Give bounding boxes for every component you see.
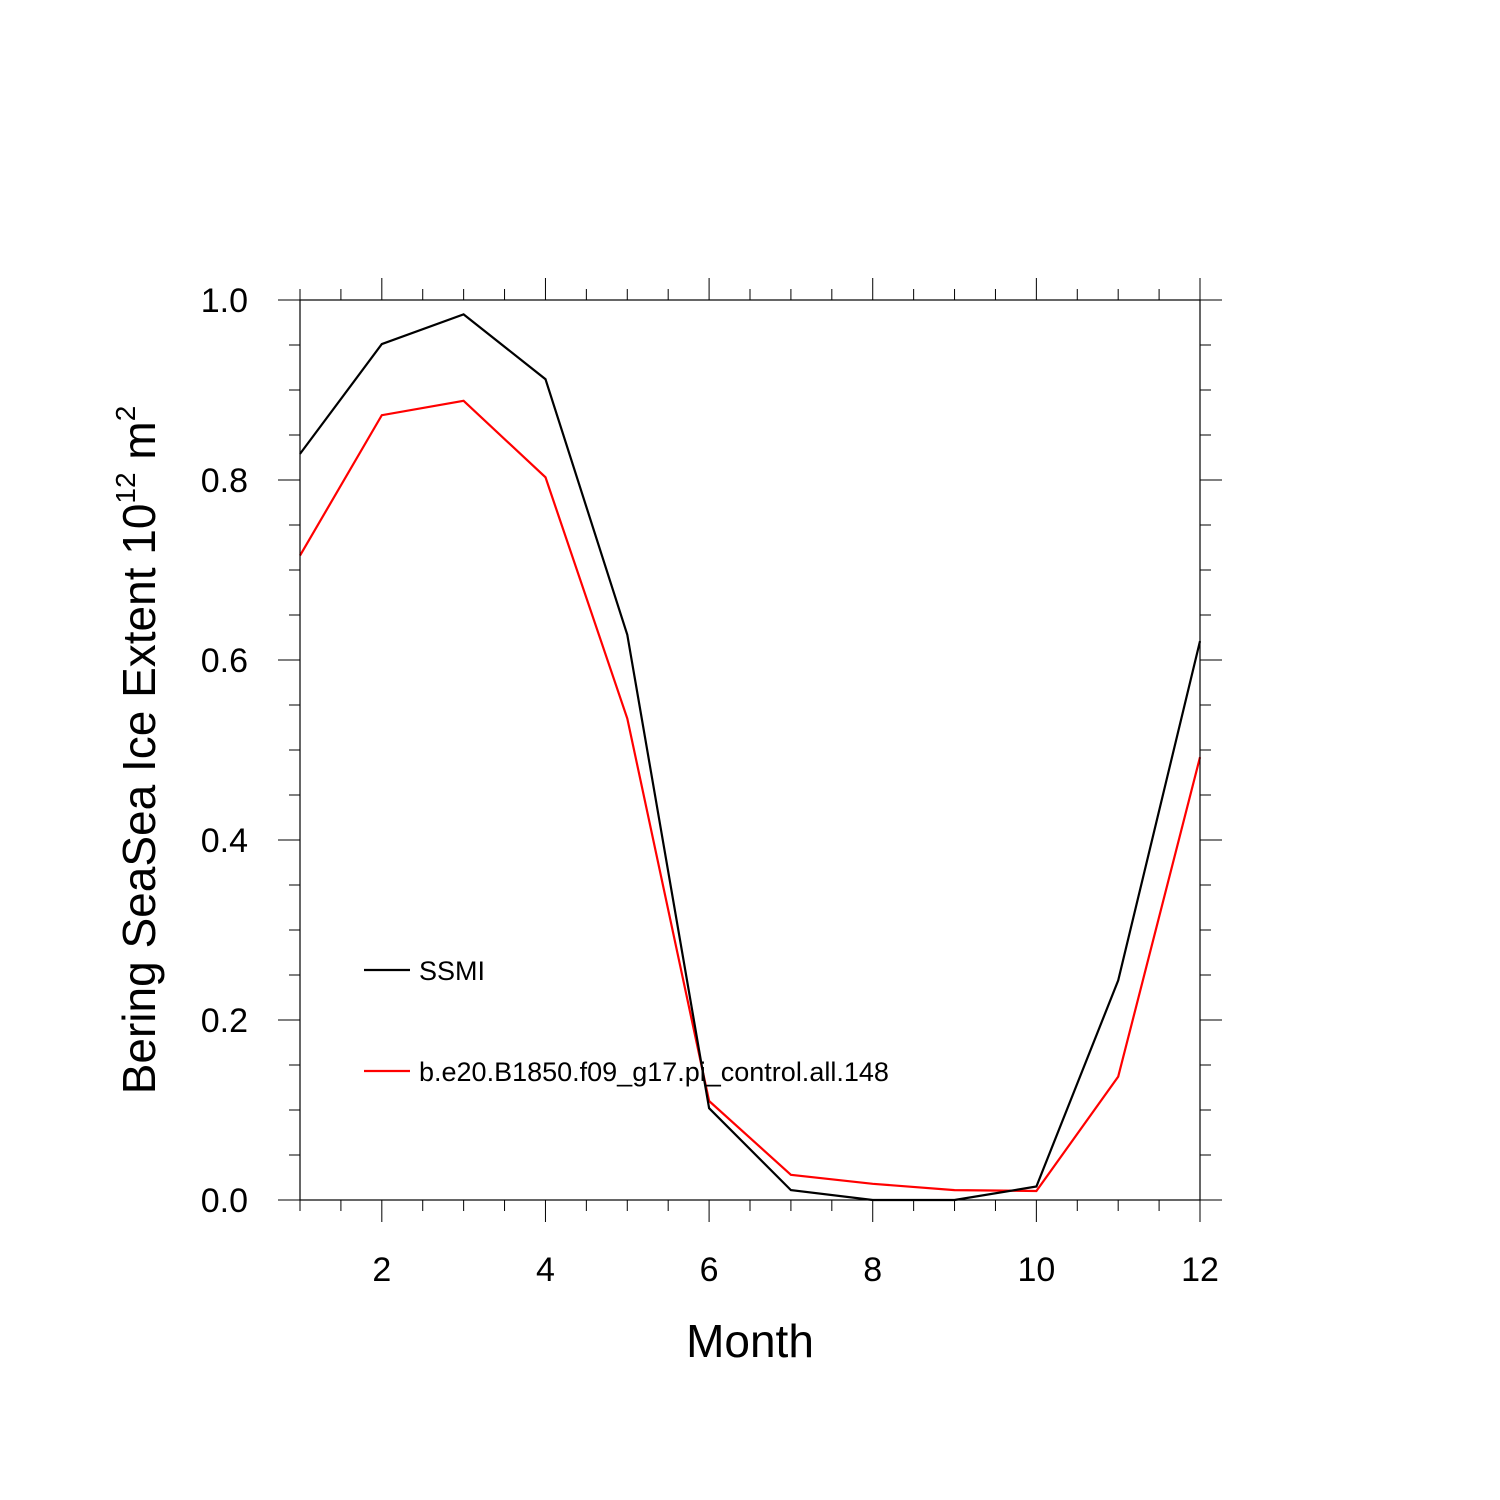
y-tick-labels: 0.0 0.2 0.4 0.6 0.8 1.0 <box>201 282 248 1220</box>
x-tick-label: 8 <box>863 1251 882 1289</box>
x-tick-label: 4 <box>536 1251 555 1289</box>
plot-frame <box>299 299 1201 1201</box>
series-layer <box>299 313 1202 1202</box>
y-tick-label: 0.6 <box>201 642 248 680</box>
y-axis-title: Bering SeaSea Ice Extent 1012 m2 <box>110 406 165 1095</box>
y-tick-label: 0.2 <box>201 1002 248 1040</box>
series-line-ssmi <box>299 313 1202 1202</box>
y-axis-title-exponent: 12 <box>110 472 141 503</box>
x-tick-label: 6 <box>700 1251 719 1289</box>
x-tick-label: 2 <box>372 1251 391 1289</box>
y-axis-title-unit-exponent: 2 <box>110 406 141 422</box>
minor-ticks <box>289 289 1211 1211</box>
x-tick-label: 12 <box>1181 1251 1219 1289</box>
legend: SSMI b.e20.B1850.f09_g17.pi_control.all.1… <box>364 956 889 1087</box>
legend-label: b.e20.B1850.f09_g17.pi_control.all.148 <box>419 1057 889 1087</box>
y-axis-title-unit: m <box>113 421 165 472</box>
y-tick-label: 0.8 <box>201 462 248 500</box>
y-tick-label: 1.0 <box>201 282 248 320</box>
series-line-model <box>299 399 1202 1193</box>
legend-label: SSMI <box>419 956 485 986</box>
x-tick-labels: 2 4 6 8 10 12 <box>372 1251 1219 1289</box>
x-tick-label: 10 <box>1017 1251 1055 1289</box>
y-axis-title-main: Bering SeaSea Ice Extent 10 <box>113 504 165 1095</box>
y-tick-label: 0.4 <box>201 822 248 860</box>
y-tick-label: 0.0 <box>201 1182 248 1220</box>
x-axis-title: Month <box>686 1315 814 1367</box>
major-ticks <box>278 278 1222 1222</box>
